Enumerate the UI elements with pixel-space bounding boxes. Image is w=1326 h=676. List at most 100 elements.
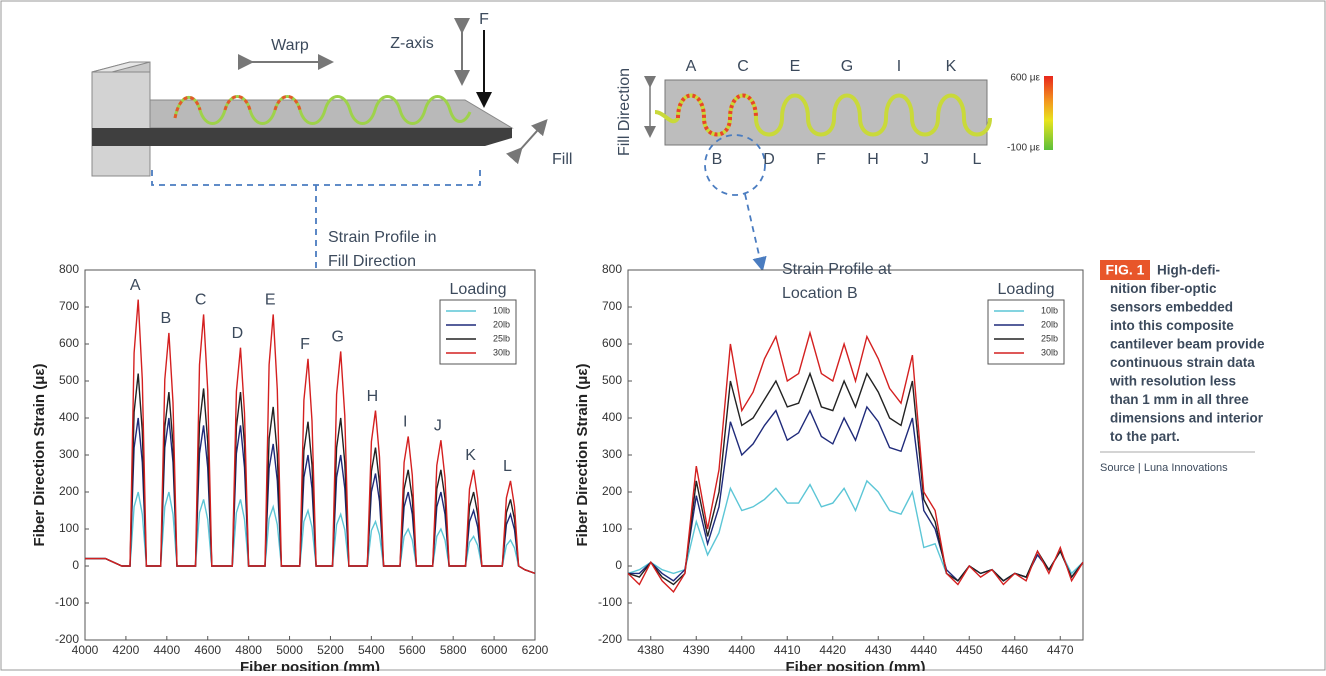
y-tick-label: 300 — [602, 447, 622, 461]
peak-label: C — [195, 292, 207, 309]
fiber-hot — [676, 93, 758, 137]
caption-line: to the part. — [1110, 429, 1180, 444]
caption-line: with resolution less — [1109, 374, 1236, 389]
y-tick-label: -200 — [598, 632, 622, 646]
warp-label: Warp — [271, 37, 309, 54]
annotation: Location B — [782, 285, 858, 302]
location-label: H — [867, 151, 879, 168]
peak-label: F — [300, 336, 310, 353]
annotation: Fill Direction — [328, 253, 416, 270]
y-tick-label: -100 — [598, 595, 622, 609]
x-tick-label: 4430 — [865, 643, 892, 657]
beam-diagram: Warp Z-axis F Fill — [91, 11, 572, 300]
y-tick-label: 800 — [602, 262, 622, 276]
peak-label: D — [232, 325, 244, 342]
legend-label: 25lb — [1041, 333, 1058, 343]
y-tick-label: 300 — [59, 447, 79, 461]
y-tick-label: 800 — [59, 262, 79, 276]
figure-number: FIG. 1 — [1106, 262, 1145, 278]
x-tick-label: 4460 — [1001, 643, 1028, 657]
x-tick-label: 4470 — [1047, 643, 1074, 657]
caption-line: High-defi- — [1157, 263, 1220, 278]
y-axis-title: Fiber Direction Strain (με) — [574, 364, 591, 547]
x-tick-label: 5600 — [399, 643, 426, 657]
location-label: J — [921, 151, 929, 168]
location-label: G — [841, 58, 853, 75]
scale-min: -100 με — [1007, 143, 1041, 154]
x-tick-label: 4400 — [728, 643, 755, 657]
peak-label: G — [331, 329, 343, 346]
location-label: L — [973, 151, 982, 168]
y-tick-label: 700 — [59, 299, 79, 313]
x-tick-label: 5400 — [358, 643, 385, 657]
x-tick-label: 4600 — [194, 643, 221, 657]
x-tick-label: 4800 — [235, 643, 262, 657]
fill-direction-label: Fill Direction — [616, 68, 633, 156]
legend-title: Loading — [998, 281, 1055, 298]
y-tick-label: 600 — [602, 336, 622, 350]
fill-label: Fill — [552, 151, 572, 168]
location-label: D — [763, 151, 775, 168]
caption-line: nition fiber-optic — [1110, 281, 1217, 296]
legend-label: 20lb — [493, 319, 510, 329]
x-tick-label: 4400 — [153, 643, 180, 657]
y-tick-label: 100 — [602, 521, 622, 535]
location-label: K — [946, 58, 957, 75]
x-tick-label: 4000 — [72, 643, 99, 657]
y-tick-label: 100 — [59, 521, 79, 535]
caption-source: Source | Luna Innovations — [1100, 462, 1228, 474]
caption-line: than 1 mm in all three — [1110, 392, 1249, 407]
legend-label: 25lb — [493, 333, 510, 343]
x-tick-label: 6200 — [522, 643, 549, 657]
peak-label: J — [434, 417, 442, 434]
y-tick-label: -100 — [55, 595, 79, 609]
legend-label: 10lb — [1041, 305, 1058, 315]
scale-max: 600 με — [1010, 73, 1040, 84]
peak-label: B — [161, 310, 172, 327]
x-tick-label: 4410 — [774, 643, 801, 657]
y-tick-label: 400 — [59, 410, 79, 424]
x-axis-title: Fiber position (mm) — [786, 659, 926, 671]
legend-label: 10lb — [493, 305, 510, 315]
x-tick-label: 5800 — [440, 643, 467, 657]
force-label: F — [479, 11, 489, 28]
y-tick-label: 0 — [72, 558, 79, 572]
peak-label: A — [130, 277, 141, 294]
annotation: Strain Profile at — [782, 261, 892, 278]
caption-line: sensors embedded — [1110, 300, 1233, 315]
x-tick-label: 4450 — [956, 643, 983, 657]
series-line — [627, 371, 1084, 586]
x-tick-label: 4200 — [113, 643, 140, 657]
peak-label: I — [403, 414, 407, 431]
peak-label: H — [367, 388, 379, 405]
y-tick-label: 200 — [602, 484, 622, 498]
caption: FIG. 1 High-defi-nition fiber-optic senso… — [1100, 260, 1265, 474]
x-tick-label: 4380 — [637, 643, 664, 657]
peak-label: K — [465, 447, 476, 464]
fill-diagram: Fill Direction 600 με -100 με — [616, 68, 1053, 272]
y-tick-label: 700 — [602, 299, 622, 313]
location-label: C — [737, 58, 749, 75]
x-tick-label: 5200 — [317, 643, 344, 657]
location-label: A — [686, 58, 697, 75]
y-tick-label: -200 — [55, 632, 79, 646]
caption-line: dimensions and interior — [1110, 411, 1264, 426]
x-axis-title: Fiber position (mm) — [240, 659, 380, 671]
legend-label: 30lb — [1041, 347, 1058, 357]
legend-label: 20lb — [1041, 319, 1058, 329]
y-tick-label: 400 — [602, 410, 622, 424]
caption-line: cantilever beam provide — [1110, 337, 1265, 352]
x-tick-label: 5000 — [276, 643, 303, 657]
location-label: E — [790, 58, 801, 75]
x-tick-label: 4440 — [910, 643, 937, 657]
peak-label: L — [503, 458, 512, 475]
legend-label: 30lb — [493, 347, 510, 357]
y-axis-title: Fiber Direction Strain (με) — [31, 364, 48, 547]
series-line — [627, 330, 1084, 594]
series-line — [85, 299, 536, 575]
y-tick-label: 500 — [602, 373, 622, 387]
annotation: Strain Profile in — [328, 229, 437, 246]
z-axis-label: Z-axis — [390, 35, 434, 52]
